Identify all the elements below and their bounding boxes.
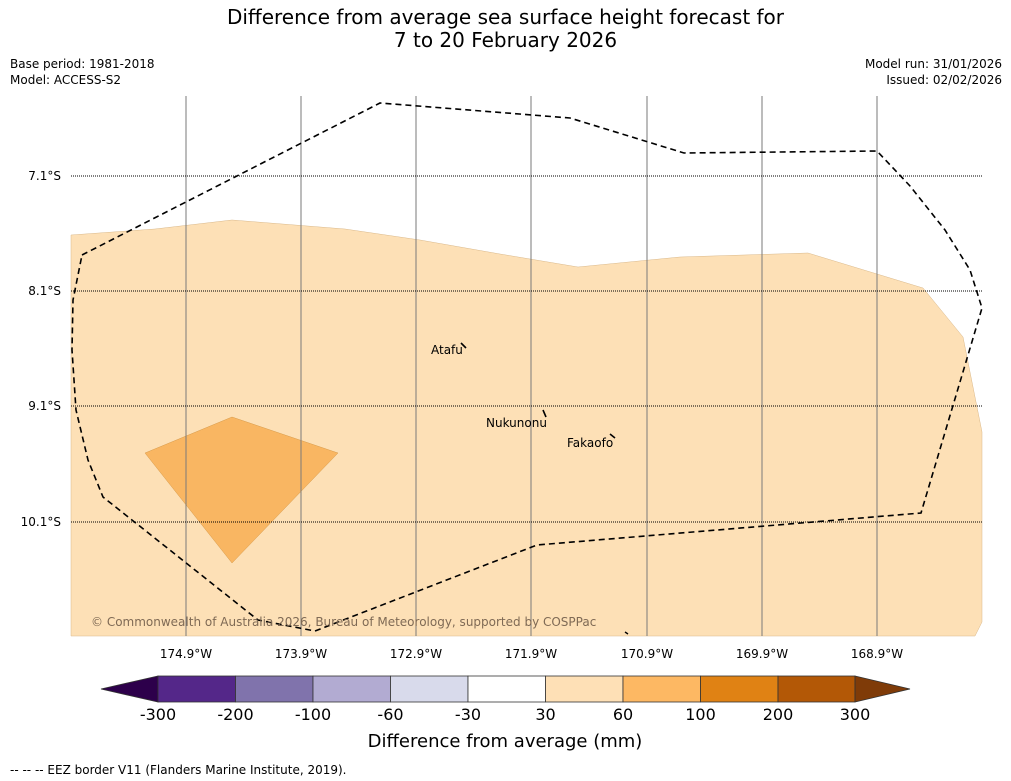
longitude-gridlines bbox=[185, 96, 878, 636]
colorbar-title: Difference from average (mm) bbox=[368, 731, 643, 752]
swains-island bbox=[624, 631, 629, 635]
copyright-notice: © Commonwealth of Australia 2026, Bureau… bbox=[91, 615, 596, 629]
place-label-nukunonu: Nukunonu bbox=[486, 416, 547, 430]
anomaly-band-30-60 bbox=[70, 219, 983, 637]
colorbar-tick-label: -300 bbox=[140, 705, 176, 724]
base-period: Base period: 1981-2018 bbox=[10, 57, 155, 71]
colorbar-segment bbox=[700, 675, 779, 703]
lon-label: 172.9°W bbox=[390, 647, 442, 661]
colorbar-tick-label: -200 bbox=[217, 705, 253, 724]
colorbar-tick-label: 100 bbox=[685, 705, 716, 724]
colorbar-tick-label: 300 bbox=[840, 705, 871, 724]
colorbar-segment bbox=[545, 675, 624, 703]
lon-label: 170.9°W bbox=[621, 647, 673, 661]
chart-title-line1: Difference from average sea surface heig… bbox=[226, 5, 785, 29]
colorbar-segment bbox=[235, 675, 314, 703]
colorbar-segment bbox=[467, 675, 546, 703]
lon-label: 169.9°W bbox=[736, 647, 788, 661]
colorbar-segment bbox=[622, 675, 701, 703]
lon-label: 173.9°W bbox=[275, 647, 327, 661]
colorbar-tick-label: 200 bbox=[763, 705, 794, 724]
colorbar-segment bbox=[777, 675, 856, 703]
colorbar-segment bbox=[157, 675, 236, 703]
lat-label: 7.1°S bbox=[28, 169, 61, 183]
colorbar-segment bbox=[312, 675, 391, 703]
lon-label: 168.9°W bbox=[851, 647, 903, 661]
lat-label: 10.1°S bbox=[21, 515, 61, 529]
issued-date: Issued: 02/02/2026 bbox=[886, 73, 1002, 87]
nukunonu-island bbox=[542, 409, 547, 418]
lon-label: 174.9°W bbox=[160, 647, 212, 661]
colorbar-tick-label: -60 bbox=[377, 705, 403, 724]
colorbar-segment bbox=[390, 675, 469, 703]
colorbar-tick-label: 60 bbox=[613, 705, 633, 724]
lat-label: 8.1°S bbox=[28, 284, 61, 298]
colorbar-tick-label: 30 bbox=[535, 705, 555, 724]
eez-legend: -- -- -- EEZ border V11 (Flanders Marine… bbox=[10, 763, 347, 777]
model-name: Model: ACCESS-S2 bbox=[10, 73, 122, 87]
place-label-atafu: Atafu bbox=[431, 343, 463, 357]
colorbar-tick-label: -30 bbox=[455, 705, 481, 724]
place-label-fakaofo: Fakaofo bbox=[567, 436, 613, 450]
atafu-island bbox=[460, 342, 467, 349]
colorbar-extend-high bbox=[854, 675, 911, 703]
colorbar bbox=[100, 675, 911, 703]
eez-border bbox=[71, 102, 983, 632]
lat-label: 9.1°S bbox=[28, 399, 61, 413]
lon-label: 171.9°W bbox=[505, 647, 557, 661]
anomaly-band-60-100 bbox=[144, 416, 339, 564]
model-run: Model run: 31/01/2026 bbox=[864, 57, 1002, 71]
fakaofo-island bbox=[609, 433, 616, 439]
colorbar-extend-low bbox=[100, 675, 159, 703]
chart-title-line2: 7 to 20 February 2026 bbox=[393, 28, 618, 52]
colorbar-tick-label: -100 bbox=[295, 705, 331, 724]
